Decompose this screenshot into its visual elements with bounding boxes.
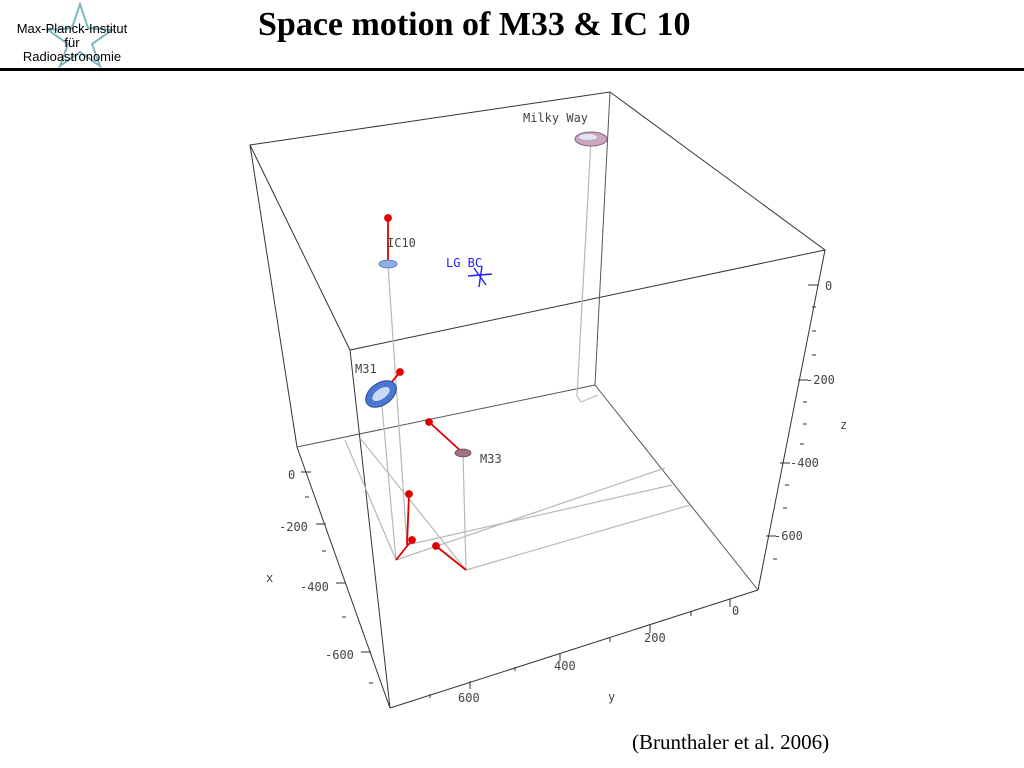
z-axis-label: z [840,418,847,432]
page-title: Space motion of M33 & IC 10 [258,6,691,43]
y-axis-label: y [608,690,615,704]
m31-label: M31 [355,362,377,376]
box-edge-bottom-left [296,446,391,709]
projection-lines [344,139,691,571]
header-divider [0,68,1024,71]
x-tick-3: -600 [325,648,354,662]
box-edge-left-back [249,144,298,448]
ic10-galaxy [378,259,398,269]
slide-header: Max-Planck-Institut für Radioastronomie … [0,0,1024,71]
box-edge-bottom-right [594,384,759,591]
m33-vector [428,421,464,454]
x-tick-0: 0 [288,468,295,482]
z-tick-3: -600 [774,529,803,543]
box-top-face [249,91,827,351]
citation: (Brunthaler et al. 2006) [632,730,830,754]
z-tick-2: -400 [790,456,819,470]
x-tick-1: -200 [279,520,308,534]
box-edge-bottom-front [389,589,759,709]
m31-galaxy [365,380,397,408]
y-tick-0: 0 [732,604,739,618]
ic10-drop-line [387,264,408,546]
z-tick-0: 0 [825,279,832,293]
logo-line-2: für [64,35,80,50]
y-tick-2: 400 [554,659,576,673]
lg-bc-marker [467,265,493,288]
institute-logo: Max-Planck-Institut für Radioastronomie [0,0,160,68]
z-tick-1: -200 [806,373,835,387]
lg-bc-label: LG BC [446,256,482,270]
ic10-label: IC10 [387,236,416,250]
y-axis-ticks [429,599,731,698]
star-logo-icon [45,0,115,68]
milky-way-label: Milky Way [523,111,588,125]
milky-way-drop-line [576,139,592,397]
m33-label: M33 [480,452,502,466]
y-tick-1: 200 [644,631,666,645]
box-edge-back [594,91,611,386]
x-axis-label: x [266,571,273,585]
x-axis-ticks [301,471,373,684]
m33-drop-line [462,452,467,571]
y-tick-3: 600 [458,691,480,705]
milky-way-galaxy [574,131,608,147]
box-edge-bottom-back [296,384,596,448]
logo-line-1: Max-Planck-Institut [16,21,128,36]
m31-drop-line [380,394,397,561]
x-tick-2: -400 [300,580,329,594]
box-edge-front [349,349,391,709]
z-axis-ticks [766,284,818,560]
m33-galaxy [454,448,472,458]
box-back-edges [296,91,759,591]
logo-line-3: Radioastronomie [22,49,122,64]
